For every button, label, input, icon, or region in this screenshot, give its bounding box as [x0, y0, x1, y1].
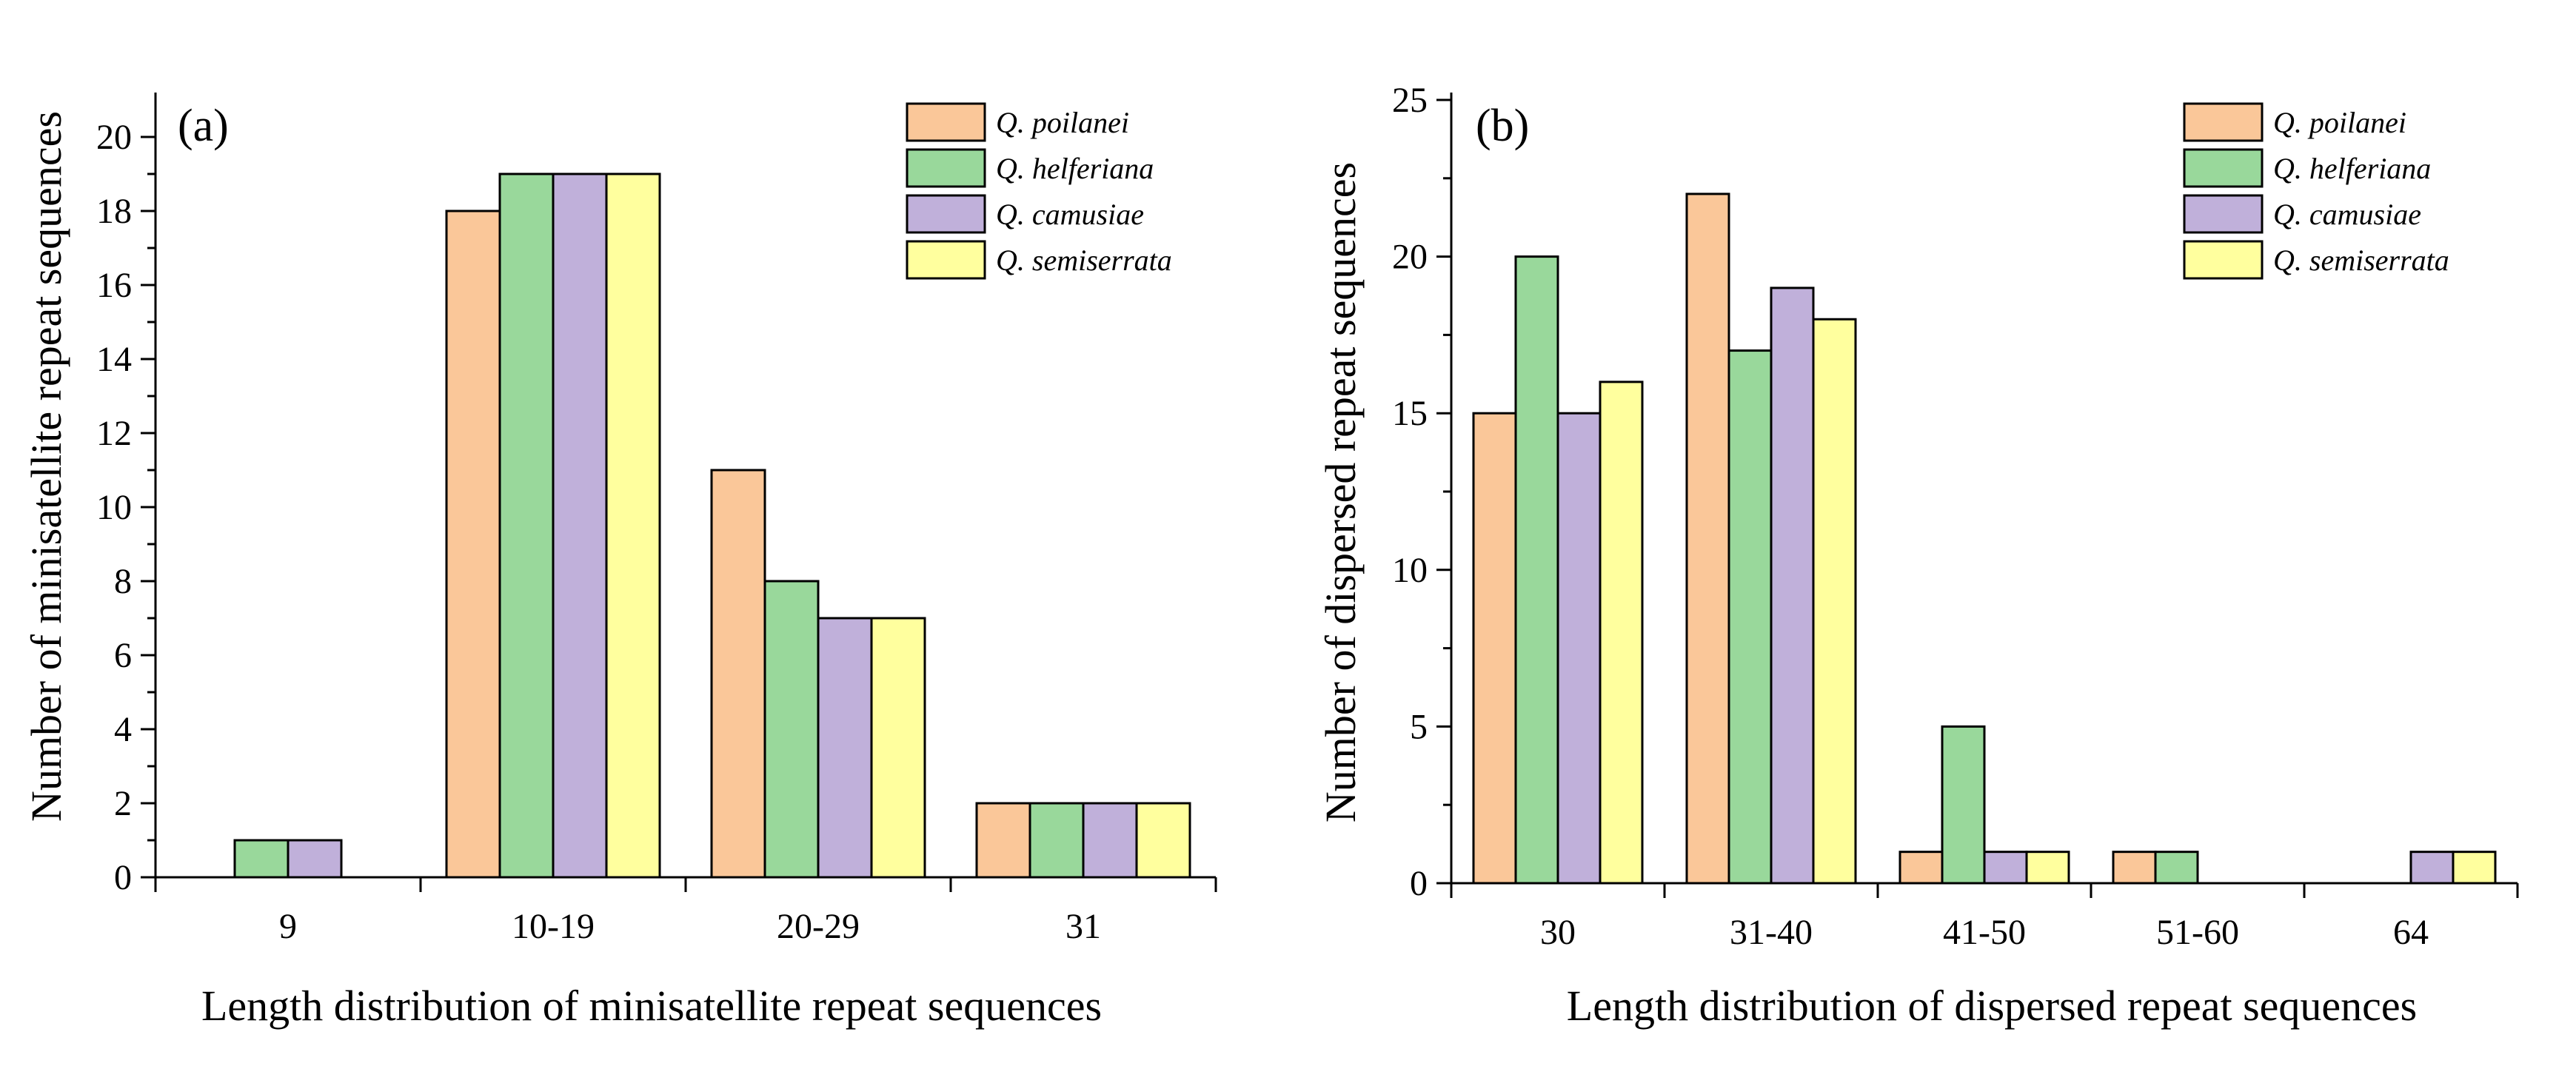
bar-a-q-helferiana-9 — [233, 839, 290, 879]
panel-b-label: (b) — [1476, 101, 1529, 151]
bar-b-q-semiserrata-30 — [1599, 381, 1644, 885]
bar-a-q-camusiae-31 — [1082, 802, 1138, 879]
bar-a-q-poilanei-31 — [975, 802, 1031, 879]
legend-swatch-a-q-poilanei — [906, 102, 986, 142]
legend-swatch-a-q-helferiana — [906, 148, 986, 188]
y-tick-label-a-20: 20 — [96, 118, 132, 157]
bar-b-q-helferiana-41-50 — [1941, 725, 1986, 885]
y-tick-label-a-16: 16 — [96, 266, 132, 305]
legend-swatch-b-q-semiserrata — [2183, 240, 2264, 280]
y-tick-label-a-14: 14 — [96, 340, 132, 379]
bar-b-q-helferiana-30 — [1514, 255, 1559, 885]
y-tick-label-a-6: 6 — [114, 636, 132, 675]
bar-b-q-poilanei-41-50 — [1898, 851, 1944, 885]
panel-a-y-axis-title: Number of minisatellite repeat sequences — [22, 111, 70, 822]
panel-b-y-axis-title: Number of dispersed repeat sequences — [1317, 162, 1365, 822]
y-tick-label-b-5: 5 — [1410, 707, 1428, 746]
bar-b-q-poilanei-51-60 — [2112, 851, 2157, 885]
y-tick-label-a-0: 0 — [114, 858, 132, 897]
y-tick-label-a-10: 10 — [96, 488, 132, 527]
bar-b-q-semiserrata-64 — [2452, 851, 2497, 885]
legend-swatch-b-q-helferiana — [2183, 148, 2264, 188]
y-tick-label-b-10: 10 — [1392, 551, 1428, 590]
legend-swatch-b-q-camusiae — [2183, 194, 2264, 234]
x-tick-label-a-10-19: 10-19 — [512, 907, 595, 946]
bar-b-q-camusiae-30 — [1556, 412, 1602, 885]
bar-b-q-camusiae-41-50 — [1983, 851, 2028, 885]
legend-label-b-q-helferiana: Q. helferiana — [2273, 152, 2431, 185]
legend-label-b-q-poilanei: Q. poilanei — [2273, 106, 2406, 139]
bar-a-q-camusiae-9 — [287, 839, 343, 879]
x-tick-label-b-30: 30 — [1540, 913, 1576, 952]
legend-label-a-q-semiserrata: Q. semiserrata — [996, 244, 1172, 277]
x-tick-label-b-31-40: 31-40 — [1730, 913, 1813, 952]
y-tick-label-a-2: 2 — [114, 784, 132, 823]
y-tick-label-b-25: 25 — [1392, 81, 1428, 120]
x-tick-label-b-41-50: 41-50 — [1943, 913, 2026, 952]
bar-b-q-poilanei-31-40 — [1685, 192, 1730, 885]
y-tick-label-a-18: 18 — [96, 192, 132, 231]
bar-a-q-semiserrata-10-19 — [605, 172, 661, 879]
bar-b-q-helferiana-51-60 — [2154, 851, 2199, 885]
bar-a-q-camusiae-20-29 — [817, 617, 873, 879]
bar-a-q-poilanei-20-29 — [710, 469, 766, 879]
legend-label-b-q-semiserrata: Q. semiserrata — [2273, 244, 2449, 277]
x-tick-label-a-9: 9 — [279, 907, 297, 946]
y-tick-label-a-12: 12 — [96, 414, 132, 453]
bar-b-q-semiserrata-31-40 — [1812, 318, 1857, 885]
bar-a-q-helferiana-10-19 — [498, 172, 555, 879]
legend-swatch-a-q-camusiae — [906, 194, 986, 234]
bar-b-q-helferiana-31-40 — [1727, 349, 1773, 885]
panel-b: (b) Length distribution of dispersed rep… — [1317, 81, 2519, 1030]
bar-a-q-semiserrata-20-29 — [870, 617, 926, 879]
bar-b-q-semiserrata-41-50 — [2025, 851, 2070, 885]
panel-a-x-axis-title: Length distribution of minisatellite rep… — [201, 982, 1102, 1030]
legend-swatch-b-q-poilanei — [2183, 102, 2264, 142]
legend-label-a-q-poilanei: Q. poilanei — [996, 106, 1129, 139]
y-tick-label-b-15: 15 — [1392, 394, 1428, 433]
x-tick-label-b-64: 64 — [2393, 913, 2429, 952]
bar-a-q-helferiana-20-29 — [763, 580, 820, 879]
y-tick-label-b-20: 20 — [1392, 238, 1428, 277]
y-tick-label-a-4: 4 — [114, 710, 132, 749]
bar-a-q-helferiana-31 — [1028, 802, 1085, 879]
x-tick-label-a-31: 31 — [1065, 907, 1101, 946]
panel-a: (a) Length distribution of minisatellite… — [22, 93, 1217, 1030]
y-tick-label-a-8: 8 — [114, 562, 132, 601]
y-tick-label-b-0: 0 — [1410, 864, 1428, 903]
panel-a-label: (a) — [178, 101, 229, 151]
x-tick-label-b-51-60: 51-60 — [2156, 913, 2239, 952]
bar-a-q-semiserrata-31 — [1135, 802, 1191, 879]
legend-label-a-q-helferiana: Q. helferiana — [996, 152, 1154, 185]
bar-a-q-camusiae-10-19 — [552, 172, 608, 879]
bar-a-q-poilanei-10-19 — [445, 210, 501, 879]
x-tick-label-a-20-29: 20-29 — [777, 907, 860, 946]
bar-b-q-camusiae-64 — [2409, 851, 2455, 885]
bar-b-q-camusiae-31-40 — [1770, 286, 1815, 885]
legend-swatch-a-q-semiserrata — [906, 240, 986, 280]
bar-b-q-poilanei-30 — [1472, 412, 1517, 885]
legend-label-a-q-camusiae: Q. camusiae — [996, 198, 1144, 231]
panel-b-x-axis-title: Length distribution of dispersed repeat … — [1567, 982, 2417, 1030]
legend-label-b-q-camusiae: Q. camusiae — [2273, 198, 2421, 231]
